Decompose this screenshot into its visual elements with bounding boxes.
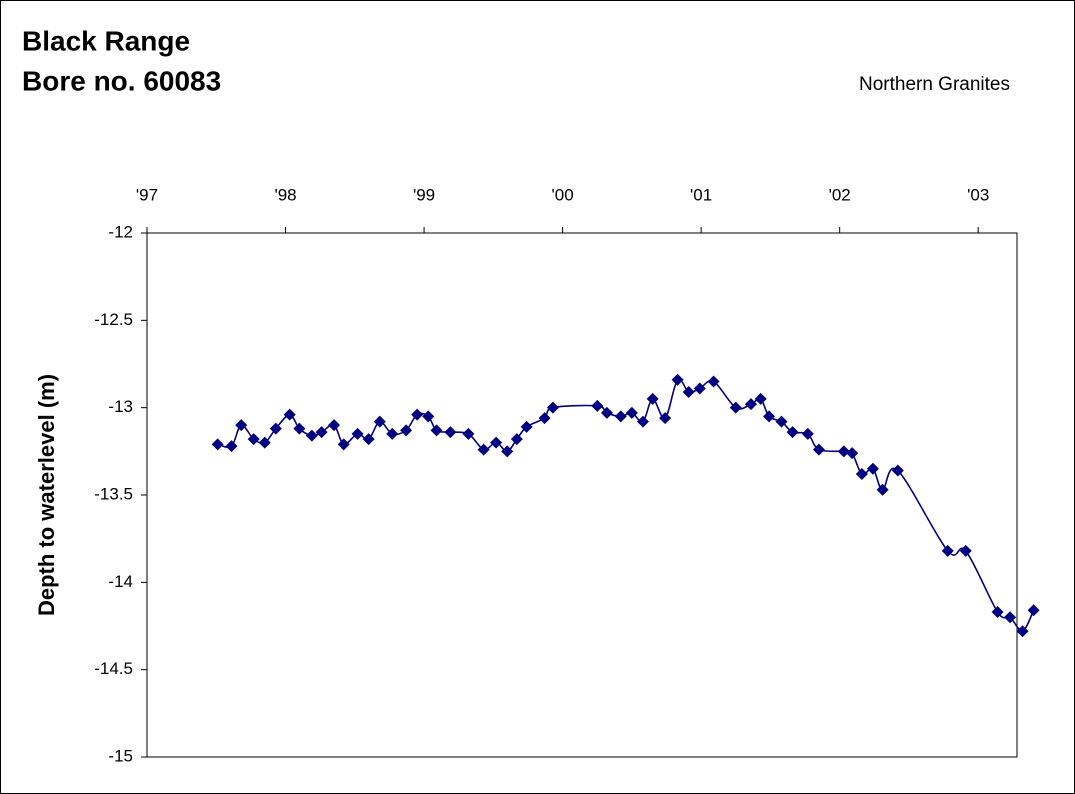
marker xyxy=(646,392,659,405)
marker xyxy=(422,410,435,423)
marker xyxy=(362,433,375,446)
x-tick-label: '00 xyxy=(552,185,574,204)
marker xyxy=(258,436,271,449)
marker xyxy=(430,424,443,437)
x-tick-label: '99 xyxy=(413,185,435,204)
chart-subtitle: Bore no. 60083 xyxy=(22,65,221,96)
marker xyxy=(812,443,825,456)
marker xyxy=(682,385,695,398)
x-tick-label: '98 xyxy=(274,185,296,204)
x-tick-label: '01 xyxy=(690,185,712,204)
marker xyxy=(351,427,364,440)
marker xyxy=(315,426,328,439)
y-tick-label: -13.5 xyxy=(94,484,133,503)
marker xyxy=(763,410,776,423)
marker xyxy=(866,462,879,475)
marker xyxy=(501,445,514,458)
x-tick-label: '03 xyxy=(967,185,989,204)
marker xyxy=(373,415,386,428)
marker xyxy=(247,433,260,446)
y-tick-label: -14 xyxy=(108,572,133,591)
y-tick-label: -12.5 xyxy=(94,310,133,329)
marker xyxy=(876,483,889,496)
marker xyxy=(520,420,533,433)
marker xyxy=(786,426,799,439)
marker xyxy=(614,410,627,423)
y-tick-label: -15 xyxy=(108,746,133,765)
y-tick-label: -12 xyxy=(108,222,133,241)
marker xyxy=(490,436,503,449)
marker xyxy=(707,375,720,388)
marker xyxy=(693,382,706,395)
marker xyxy=(959,544,972,557)
marker xyxy=(837,445,850,458)
marker xyxy=(745,398,758,411)
marker xyxy=(269,422,282,435)
marker xyxy=(283,408,296,421)
x-tick-label: '97 xyxy=(136,185,158,204)
marker xyxy=(411,408,424,421)
marker xyxy=(386,427,399,440)
marker xyxy=(538,412,551,425)
marker xyxy=(625,406,638,419)
annotation: Northern Granites xyxy=(859,74,1010,95)
marker xyxy=(235,419,248,432)
marker xyxy=(991,606,1004,619)
marker xyxy=(855,468,868,481)
marker xyxy=(775,415,788,428)
y-axis-label: Depth to waterlevel (m) xyxy=(34,374,59,616)
y-tick-label: -13 xyxy=(108,397,133,416)
marker xyxy=(801,427,814,440)
marker xyxy=(636,415,649,428)
marker xyxy=(211,438,224,451)
marker xyxy=(671,373,684,386)
marker xyxy=(305,429,318,442)
marker xyxy=(1004,611,1017,624)
marker xyxy=(510,433,523,446)
y-tick-label: -14.5 xyxy=(94,659,133,678)
marker xyxy=(400,424,413,437)
marker xyxy=(444,426,457,439)
marker xyxy=(891,464,904,477)
marker xyxy=(1016,625,1029,638)
chart-title: Black Range xyxy=(22,25,190,56)
marker xyxy=(337,438,350,451)
marker xyxy=(1027,604,1040,617)
marker xyxy=(328,419,341,432)
marker xyxy=(659,412,672,425)
x-tick-label: '02 xyxy=(829,185,851,204)
marker xyxy=(600,406,613,419)
marker xyxy=(225,440,238,453)
marker xyxy=(546,401,559,414)
marker xyxy=(293,422,306,435)
marker xyxy=(754,392,767,405)
marker xyxy=(729,401,742,414)
marker xyxy=(591,399,604,412)
marker xyxy=(846,447,859,460)
marker xyxy=(941,544,954,557)
marker xyxy=(462,427,475,440)
marker xyxy=(477,443,490,456)
